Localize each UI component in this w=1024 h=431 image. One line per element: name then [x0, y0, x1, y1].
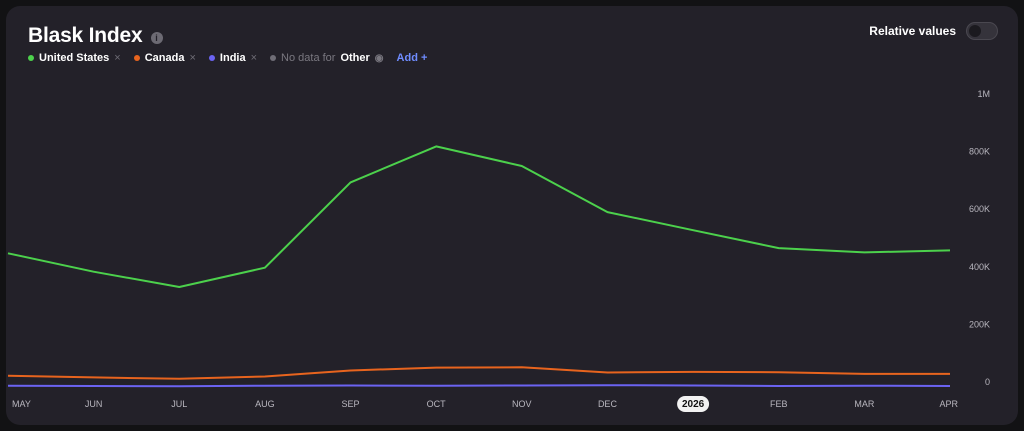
- relative-values-toggle[interactable]: [966, 22, 998, 40]
- year-badge: [677, 396, 710, 412]
- legend-item-united-states[interactable]: United States ×: [28, 52, 121, 64]
- info-icon[interactable]: i: [150, 31, 163, 44]
- legend-dot-icon: [133, 55, 140, 61]
- legend-dot-icon: [270, 55, 277, 61]
- y-tick-label: 600K: [969, 204, 990, 214]
- x-tick-label: 2026: [682, 399, 705, 410]
- x-tick-label: FEB: [770, 399, 788, 409]
- relative-values-label: Relative values: [869, 24, 956, 38]
- relative-values-control: Relative values: [869, 22, 998, 40]
- x-tick-label: APR: [939, 399, 958, 409]
- x-tick-label: SEP: [342, 399, 360, 409]
- x-tick-label: NOV: [512, 399, 532, 409]
- chart-title: Blask Index: [28, 24, 143, 47]
- no-data-label: No data for: [281, 52, 336, 64]
- x-tick-label: JUL: [171, 399, 187, 409]
- eye-icon[interactable]: ◉: [374, 52, 384, 64]
- line-chart: 0 200K 400K 600K 800K 1M MAY JUN JUL AUG SEP OCT NOV…: [7, 89, 990, 412]
- chart-card: Blask Index i United States × Canada × I…: [6, 6, 1018, 425]
- series-line-canada[interactable]: [7, 366, 950, 380]
- legend: United States × Canada × India × No data…: [28, 52, 427, 64]
- title-row: Blask Index i: [28, 24, 163, 48]
- legend-item-other[interactable]: No data for Other ◉: [270, 52, 384, 64]
- legend-dot-icon: [208, 55, 215, 61]
- legend-label: India: [219, 52, 246, 64]
- legend-label: Other: [340, 52, 370, 64]
- series-line-india[interactable]: [7, 384, 951, 388]
- add-series-button[interactable]: Add +: [396, 52, 428, 64]
- x-tick-label: MAY: [12, 399, 31, 409]
- x-tick-label: DEC: [598, 399, 618, 409]
- series-line-united-states[interactable]: [7, 145, 951, 288]
- legend-label: Canada: [144, 52, 185, 64]
- legend-dot-icon: [28, 55, 34, 61]
- legend-item-canada[interactable]: Canada ×: [133, 52, 196, 64]
- y-tick-label: 200K: [969, 319, 990, 329]
- x-tick-label: JUN: [85, 399, 103, 409]
- y-tick-label: 800K: [969, 147, 990, 157]
- remove-series-icon[interactable]: ×: [114, 52, 121, 64]
- y-tick-label: 400K: [969, 262, 990, 272]
- toggle-knob: [969, 25, 981, 37]
- y-tick-label: 1M: [977, 89, 990, 99]
- x-tick-label: AUG: [255, 399, 275, 409]
- legend-label: United States: [39, 52, 110, 64]
- x-tick-label: MAR: [854, 399, 875, 409]
- remove-series-icon[interactable]: ×: [250, 52, 258, 64]
- legend-item-india[interactable]: India ×: [208, 52, 258, 64]
- y-tick-label: 0: [985, 377, 990, 387]
- x-tick-label: OCT: [427, 399, 447, 409]
- remove-series-icon[interactable]: ×: [189, 52, 196, 64]
